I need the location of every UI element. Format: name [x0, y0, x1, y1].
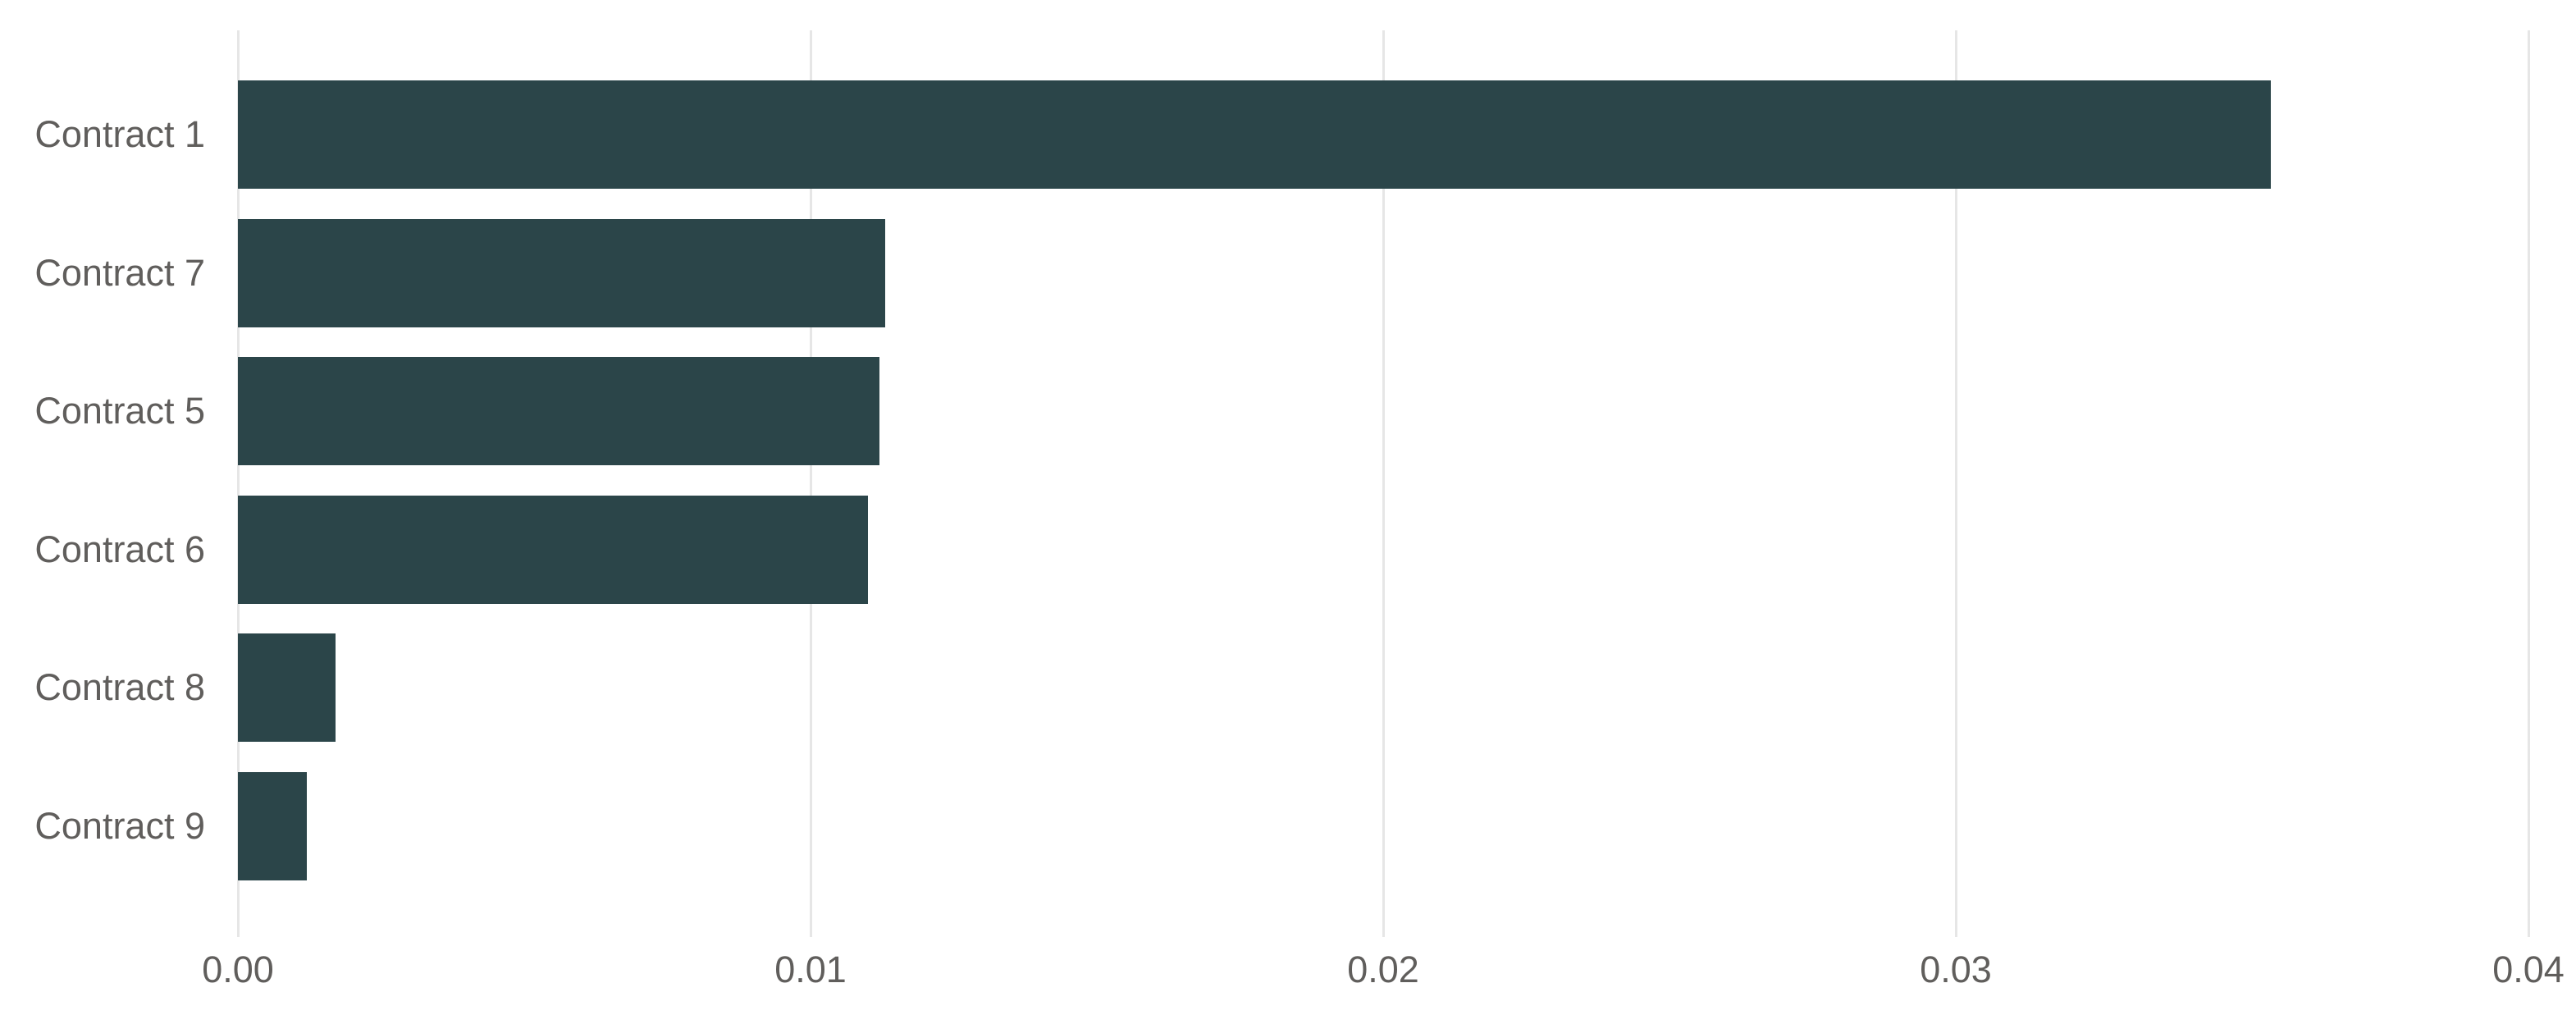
bar-contract-8[interactable] [238, 633, 336, 742]
bar-contract-9[interactable] [238, 771, 307, 880]
bar-contract-6[interactable] [238, 495, 868, 604]
bar-contract-1[interactable] [238, 80, 2271, 189]
x-axis-tick-label: 0.03 [1920, 949, 1992, 990]
bar-contract-5[interactable] [238, 357, 879, 465]
x-axis-tick-label: 0.04 [2492, 949, 2565, 990]
x-axis-tick-label: 0.00 [202, 949, 274, 990]
x-axis-tick-label: 0.01 [774, 949, 847, 990]
category-label: Contract 8 [34, 666, 205, 708]
category-label: Contract 7 [34, 251, 205, 294]
gridline [1954, 30, 1957, 937]
x-axis-tick-label: 0.02 [1347, 949, 1419, 990]
category-label: Contract 1 [34, 113, 205, 155]
gridline [1382, 30, 1385, 937]
category-label: Contract 6 [34, 528, 205, 570]
gridline [2527, 30, 2530, 937]
gridline [809, 30, 812, 937]
category-label: Contract 5 [34, 390, 205, 432]
plot-area [236, 30, 2530, 937]
gridline [236, 30, 240, 937]
bar-contract-7[interactable] [238, 218, 885, 327]
category-label: Contract 9 [34, 804, 205, 847]
